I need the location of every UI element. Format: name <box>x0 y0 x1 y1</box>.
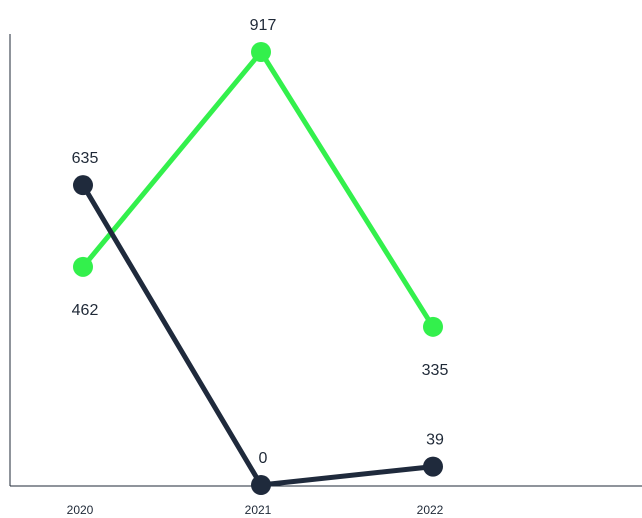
data-label: 335 <box>422 362 449 379</box>
series-line-1 <box>81 49 436 329</box>
x-tick-labels: 2020 2021 2022 <box>67 503 444 517</box>
series-2: 635 0 39 <box>72 150 444 495</box>
data-point <box>423 316 443 337</box>
data-point <box>73 256 93 277</box>
series-1: 462 917 335 <box>72 17 449 379</box>
data-point <box>251 475 271 495</box>
data-point <box>251 42 271 62</box>
data-point <box>423 456 443 477</box>
data-label: 39 <box>426 432 444 449</box>
series-line-2 <box>80 183 434 488</box>
data-label: 917 <box>250 17 277 34</box>
x-tick-label: 2022 <box>417 503 444 517</box>
data-label: 635 <box>72 150 99 167</box>
data-label: 462 <box>72 302 99 319</box>
data-point <box>73 175 93 196</box>
series-layer: 462 917 335 635 0 39 <box>72 17 449 495</box>
x-tick-label: 2021 <box>245 503 272 517</box>
data-label: 0 <box>259 450 268 467</box>
x-tick-label: 2020 <box>67 503 94 517</box>
